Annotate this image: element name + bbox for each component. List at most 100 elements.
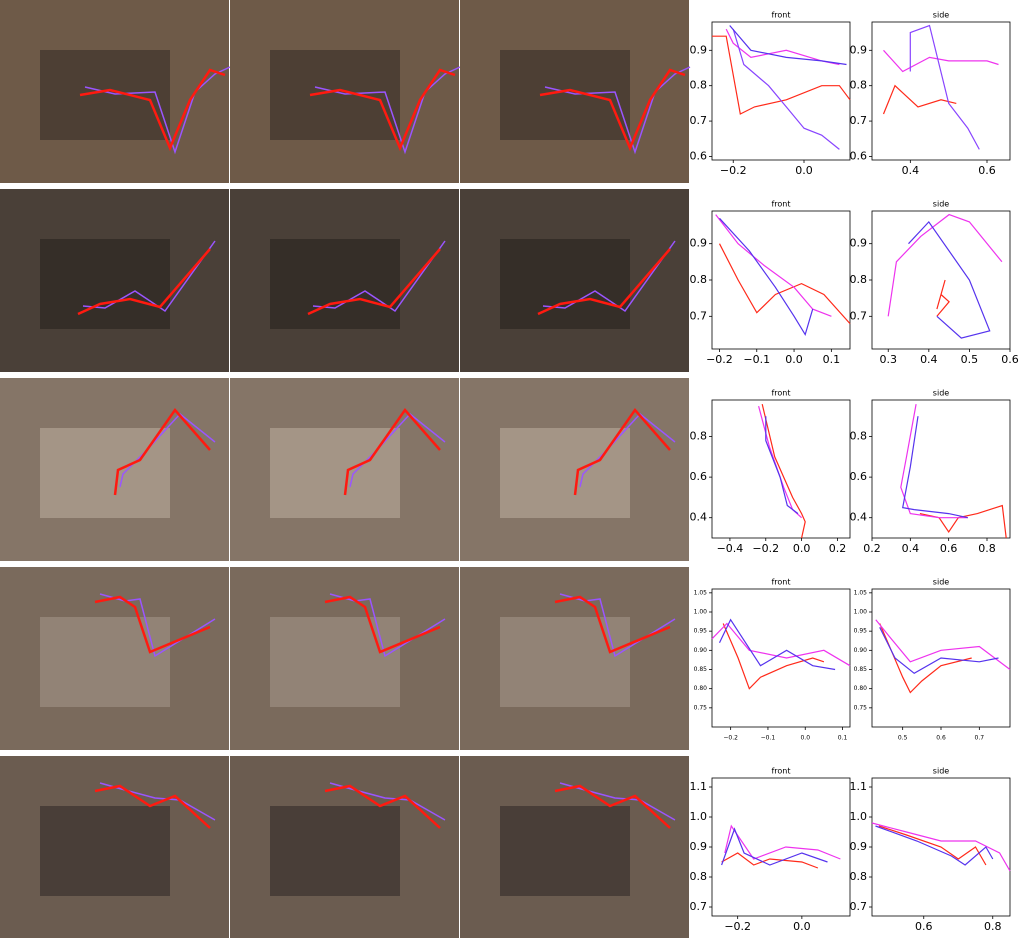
y-tick-label: 0.8 (850, 79, 868, 92)
x-tick-label: 0.6 (1001, 353, 1019, 366)
x-tick-label: −0.2 (723, 735, 738, 742)
scene-object (40, 806, 170, 896)
chart-title: front (771, 11, 790, 20)
scene-object (40, 239, 170, 329)
y-tick-label: 0.85 (694, 666, 708, 673)
y-tick-label: 0.9 (850, 840, 868, 853)
x-tick-label: 0.1 (823, 353, 841, 366)
chart-title: side (933, 578, 949, 587)
chart-title: front (771, 767, 790, 776)
y-tick-label: 0.85 (854, 666, 868, 673)
x-tick-label: 0.6 (936, 735, 946, 742)
y-tick-label: 0.8 (690, 870, 708, 883)
x-tick-label: −0.2 (706, 353, 733, 366)
y-tick-label: 0.7 (690, 900, 708, 913)
x-tick-label: 0.4 (902, 164, 920, 177)
scene-object (500, 617, 630, 707)
scene-object (500, 806, 630, 896)
y-tick-label: 0.8 (850, 430, 868, 443)
y-tick-label: 0.7 (850, 114, 868, 127)
scene-object (500, 428, 630, 518)
y-tick-label: 0.8 (690, 430, 708, 443)
x-tick-label: 0.0 (793, 542, 811, 555)
y-tick-label: 0.95 (854, 628, 868, 635)
y-tick-label: 0.8 (850, 273, 868, 286)
y-tick-label: 0.8 (690, 79, 708, 92)
scene-object (270, 806, 400, 896)
x-tick-label: 0.5 (898, 735, 908, 742)
chart-title: front (771, 578, 790, 587)
y-tick-label: 0.9 (690, 840, 708, 853)
chart-title: side (933, 389, 949, 398)
x-tick-label: −0.4 (717, 542, 744, 555)
y-tick-label: 1.0 (690, 810, 708, 823)
y-tick-label: 0.7 (690, 309, 708, 322)
x-tick-label: 0.0 (800, 735, 810, 742)
y-tick-label: 0.9 (690, 237, 708, 250)
axes-frame (712, 778, 850, 916)
scene-object (40, 50, 170, 140)
scene-object (500, 239, 630, 329)
y-tick-label: 0.9 (690, 43, 708, 56)
x-tick-label: 0.5 (961, 353, 979, 366)
y-tick-label: 1.0 (850, 810, 868, 823)
x-tick-label: 0.8 (984, 920, 1002, 933)
y-tick-label: 1.05 (694, 589, 708, 596)
y-tick-label: 0.8 (690, 273, 708, 286)
x-tick-label: 0.0 (793, 920, 811, 933)
y-tick-label: 1.05 (854, 589, 868, 596)
scene-object (270, 428, 400, 518)
y-tick-label: 0.8 (850, 870, 868, 883)
x-tick-label: −0.1 (761, 735, 776, 742)
x-tick-label: 0.8 (978, 542, 996, 555)
x-tick-label: 0.4 (920, 353, 938, 366)
y-tick-label: 0.6 (850, 470, 868, 483)
y-tick-label: 0.4 (850, 511, 868, 524)
scene-object (40, 428, 170, 518)
scene-object (40, 617, 170, 707)
scene-object (270, 50, 400, 140)
x-tick-label: 0.0 (785, 353, 803, 366)
y-tick-label: 0.90 (854, 647, 868, 654)
y-tick-label: 0.95 (694, 628, 708, 635)
x-tick-label: −0.2 (724, 920, 751, 933)
y-tick-label: 1.1 (690, 780, 708, 793)
y-tick-label: 0.80 (694, 685, 708, 692)
y-tick-label: 0.6 (690, 470, 708, 483)
scene-object (270, 239, 400, 329)
y-tick-label: 1.1 (850, 780, 868, 793)
x-tick-label: −0.2 (720, 164, 747, 177)
chart-title: front (771, 389, 790, 398)
y-tick-label: 0.9 (850, 43, 868, 56)
scene-object (270, 617, 400, 707)
x-tick-label: 0.4 (902, 542, 920, 555)
y-tick-label: 0.75 (854, 704, 868, 711)
axes-frame (712, 211, 850, 349)
y-tick-label: 0.90 (694, 647, 708, 654)
x-tick-label: −0.2 (752, 542, 779, 555)
x-tick-label: 0.6 (978, 164, 996, 177)
x-tick-label: 0.6 (940, 542, 958, 555)
y-tick-label: 1.00 (694, 609, 708, 616)
y-tick-label: 0.6 (690, 149, 708, 162)
y-tick-label: 0.7 (690, 114, 708, 127)
x-tick-label: 0.2 (863, 542, 881, 555)
x-tick-label: 0.0 (795, 164, 813, 177)
axes-frame (712, 589, 850, 727)
chart-title: side (933, 200, 949, 209)
scene-object (500, 50, 630, 140)
y-tick-label: 0.80 (854, 685, 868, 692)
y-tick-label: 0.4 (690, 511, 708, 524)
y-tick-label: 0.7 (850, 900, 868, 913)
y-tick-label: 1.00 (854, 609, 868, 616)
figure: front −0.2 0.0 0.6 0.7 0.8 0.9 side 0.4 0.6 0.6 0.7… (0, 0, 1027, 938)
y-tick-label: 0.75 (694, 704, 708, 711)
y-tick-label: 0.6 (850, 149, 868, 162)
x-tick-label: 0.6 (915, 920, 933, 933)
y-tick-label: 0.9 (850, 237, 868, 250)
chart-title: side (933, 767, 949, 776)
x-tick-label: −0.1 (743, 353, 770, 366)
chart-title: side (933, 11, 949, 20)
x-tick-label: 0.1 (838, 735, 848, 742)
x-tick-label: 0.7 (975, 735, 985, 742)
